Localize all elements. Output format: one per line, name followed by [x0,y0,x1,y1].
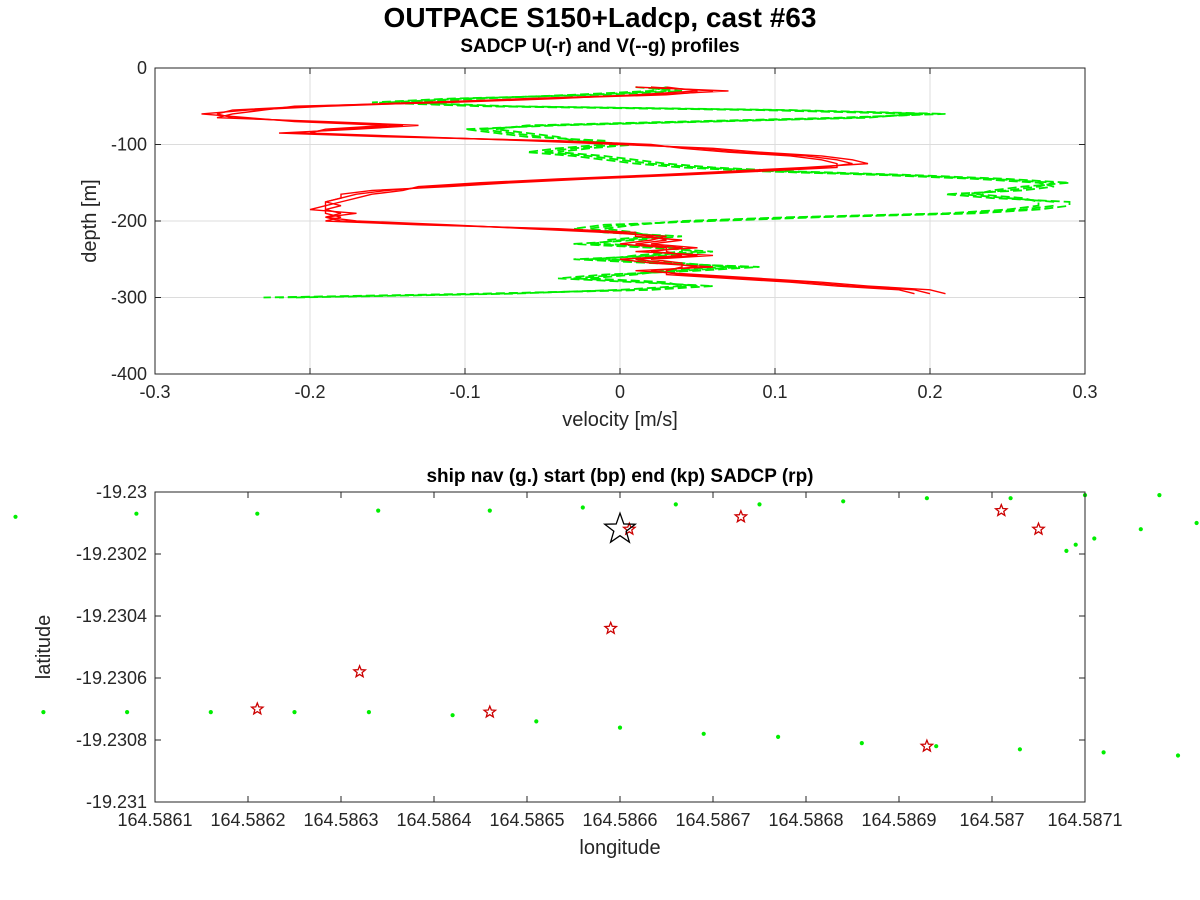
x-tick-label: 164.5862 [210,810,285,830]
nav-marks [13,493,1199,758]
nav-point [701,731,706,736]
sadcp-star [733,509,749,524]
nav-point [13,514,18,519]
sadcp-star [603,620,619,635]
y-tick-label: -19.2302 [76,544,147,564]
nav-point [376,508,381,513]
x-tick-label: -0.3 [139,382,170,402]
x-tick-label: 0 [615,382,625,402]
u-profile-line-2 [216,86,915,295]
x-tick-label: 0.1 [762,382,787,402]
sadcp-star [1031,521,1046,536]
y-tick-label: -19.2308 [76,730,147,750]
nav-point [934,744,939,749]
x-tick-label: 164.5864 [396,810,471,830]
sadcp-star [352,664,368,679]
x-tick-label: 164.5871 [1047,810,1122,830]
nav-point [134,511,139,516]
x-tick-label: 164.5867 [675,810,750,830]
nav-point [673,502,678,507]
x-tick-label: 164.587 [959,810,1024,830]
velocity-profile-axes: -0.3 -0.2 -0.1 0 0.1 0.2 0.3 -400 -300 -200 -100 0 v… [79,58,1098,431]
sadcp-star [482,704,498,719]
y-tick-label: -100 [111,135,147,155]
v-profile-line-2 [263,86,1071,299]
nav-point [450,713,455,718]
nav-point [776,734,781,740]
v-profile-line-0 [278,86,1055,299]
nav-point [1017,747,1023,752]
x-tick-label: 164.5863 [303,810,378,830]
nav-point [125,710,130,715]
nav-point [41,710,46,715]
sadcp-star [919,738,935,753]
profile-plot-title: SADCP U(-r) and V(--g) profiles [460,36,740,57]
profile-lines [201,86,1071,299]
nav-point [366,710,371,715]
nav-point [208,710,213,715]
nav-point [757,502,762,507]
y-tick-label: -19.2306 [76,668,147,688]
nav-point [1194,520,1199,526]
nav-point [1157,493,1162,498]
x-tick-label: 0.3 [1072,382,1097,402]
x-tick-label: -0.1 [449,382,480,402]
start-star [602,511,638,544]
x-axis-label: velocity [m/s] [562,409,678,431]
u-profile-line-1 [201,86,946,295]
x-tick-label: 164.5869 [861,810,936,830]
y-tick-label: -19.2304 [76,606,147,626]
nav-point [1175,753,1181,758]
y-axis-label: depth [m] [79,179,101,262]
y-tick-label: -200 [111,211,147,231]
nav-point [841,499,846,504]
nav-point [255,511,260,516]
nav-point [1073,542,1078,547]
x-tick-label: 164.5866 [582,810,657,830]
y-tick-label: -300 [111,288,147,308]
nav-point [1092,536,1097,541]
nav-point [924,496,930,501]
nav-point [1101,750,1106,755]
nav-point [1138,527,1143,532]
nav-plot-title: ship nav (g.) start (bp) end (kp) SADCP … [426,466,813,487]
x-axis-label: longitude [579,837,660,859]
x-tick-label: 164.5868 [768,810,843,830]
x-tick-label: 0.2 [917,382,942,402]
y-tick-label: -19.231 [86,792,147,812]
nav-point [292,710,297,715]
x-tick-label: -0.2 [294,382,325,402]
sadcp-star [621,521,637,536]
y-axis-label: latitude [33,615,55,680]
y-tick-label: 0 [137,58,147,78]
nav-point [617,725,623,730]
ship-nav-axes: 164.5861 164.5862 164.5863 164.5864 164.5865… [13,466,1199,859]
y-tick-label: -19.23 [96,482,147,502]
y-tick-label: -400 [111,364,147,384]
nav-point [487,508,492,513]
nav-point [1064,548,1069,554]
sadcp-star [993,502,1009,517]
nav-point [859,741,864,746]
nav-point [1008,496,1013,501]
x-tick-label: 164.5865 [489,810,564,830]
figure-title: OUTPACE S150+Ladcp, cast #63 [383,2,817,33]
nav-point [580,505,585,510]
sadcp-star [249,701,265,716]
nav-point [534,719,539,724]
axes-box [154,491,1086,803]
x-tick-label: 164.5861 [117,810,192,830]
